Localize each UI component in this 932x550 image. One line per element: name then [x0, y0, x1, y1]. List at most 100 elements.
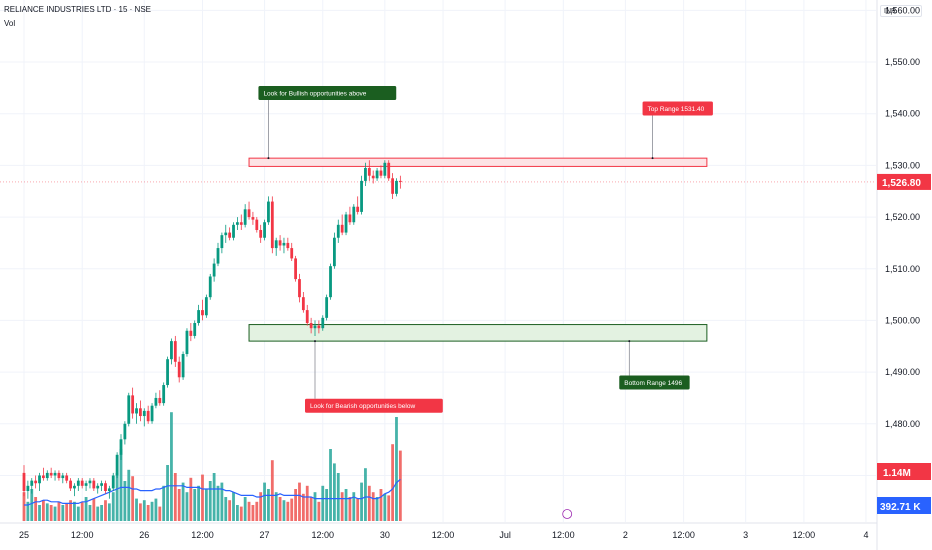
candle-body — [115, 454, 119, 476]
candle-body — [96, 485, 100, 489]
price-tick-label: 1,530.00 — [885, 160, 920, 170]
volume-bar — [208, 481, 212, 521]
volume-bar — [298, 482, 301, 521]
volume-bar — [251, 505, 255, 521]
volume-bar — [216, 485, 220, 521]
candle-body — [375, 170, 379, 179]
volume-bar — [356, 498, 360, 521]
callout-text: Top Range 1531.40 — [648, 106, 705, 113]
price-axis — [877, 0, 932, 550]
volume-bar — [154, 498, 158, 521]
candle-body — [185, 330, 189, 355]
candle-body — [26, 485, 30, 491]
callout-anchor — [267, 157, 270, 160]
volume-tag — [877, 463, 931, 480]
volume-bar — [243, 497, 247, 521]
volume-bar — [170, 412, 173, 521]
candle-body — [356, 206, 360, 212]
currency-selector[interactable]: INR — [880, 5, 922, 17]
volume-ma-tag — [877, 497, 931, 514]
volume-bar — [38, 505, 41, 521]
callout-box — [258, 86, 397, 101]
volume-bar — [45, 503, 49, 521]
callout-box — [305, 398, 443, 413]
callout-box — [642, 101, 713, 116]
price-tick-label: 1,560.00 — [885, 5, 920, 15]
candle-body — [298, 279, 301, 298]
candle-body — [65, 475, 69, 481]
candle-body — [111, 475, 115, 489]
volume-bar — [115, 473, 119, 521]
candle-body — [371, 175, 375, 179]
volume-bar — [139, 503, 142, 521]
volume-bar — [379, 489, 383, 521]
candle-body — [274, 240, 278, 249]
volume-indicator-label[interactable]: Vol — [4, 19, 16, 28]
candle-body — [139, 408, 142, 417]
candle-body — [88, 480, 92, 484]
volume-bar — [30, 489, 34, 521]
time-tick-label: 12:00 — [191, 530, 214, 540]
callout-text: Look for Bearish opportunities below — [310, 403, 415, 410]
candle-body — [383, 162, 387, 176]
volume-bar — [212, 473, 216, 521]
volume-bar — [197, 485, 200, 521]
candle-body — [100, 483, 103, 486]
candle-body — [61, 475, 65, 479]
symbol-title[interactable]: RELIANCE INDUSTRIES LTD · 15 · NSE — [4, 5, 151, 14]
volume-bar — [111, 492, 115, 521]
volume-bar — [340, 492, 344, 521]
volume-bar — [290, 498, 294, 521]
candle-body — [57, 472, 61, 479]
candle-body — [391, 178, 394, 194]
candle-body — [73, 485, 76, 489]
callout-text: Look for Bullish opportunities above — [263, 91, 366, 98]
candle-body — [92, 480, 96, 489]
callout-box — [619, 375, 690, 390]
volume-bar — [247, 501, 251, 521]
price-tick-label: 1,480.00 — [885, 419, 920, 429]
candle-body — [395, 180, 398, 194]
candle-body — [181, 354, 185, 378]
volume-bar — [49, 505, 53, 521]
volume-bar — [107, 503, 111, 521]
candle-body — [325, 297, 329, 318]
volume-bar — [391, 444, 394, 521]
volume-bar — [364, 468, 367, 521]
candle-body — [286, 242, 290, 249]
resistance-zone — [248, 157, 708, 167]
volume-bar — [398, 450, 402, 521]
volume-bar — [131, 476, 135, 521]
volume-bar — [371, 492, 375, 521]
volume-bar — [204, 489, 208, 521]
volume-bar — [76, 506, 80, 521]
candle-body — [208, 276, 212, 298]
volume-bar — [80, 501, 84, 521]
candle-body — [216, 248, 220, 264]
volume-bar — [224, 497, 228, 521]
volume-bar — [313, 492, 317, 521]
volume-bar — [383, 493, 387, 521]
candle-body — [197, 310, 200, 324]
candle-body — [127, 395, 131, 424]
price-tick-label: 1,520.00 — [885, 212, 920, 222]
candle-body — [45, 472, 49, 479]
callout-anchor — [651, 157, 654, 160]
candle-body — [173, 341, 177, 362]
candle-body — [220, 235, 224, 249]
candle-body — [329, 266, 332, 298]
volume-bar — [57, 501, 61, 521]
volume-bar — [42, 500, 45, 521]
candle-body — [34, 480, 38, 484]
time-tick-label: 12:00 — [71, 530, 94, 540]
price-tick-label: 1,550.00 — [885, 57, 920, 67]
volume-bar — [34, 497, 38, 521]
time-tick-label: 3 — [743, 530, 748, 540]
candle-body — [305, 310, 309, 324]
candle-body — [166, 359, 169, 386]
candle-body — [348, 214, 352, 223]
time-tick-label: 12:00 — [672, 530, 695, 540]
candle-body — [333, 237, 336, 267]
candle-body — [49, 472, 53, 476]
